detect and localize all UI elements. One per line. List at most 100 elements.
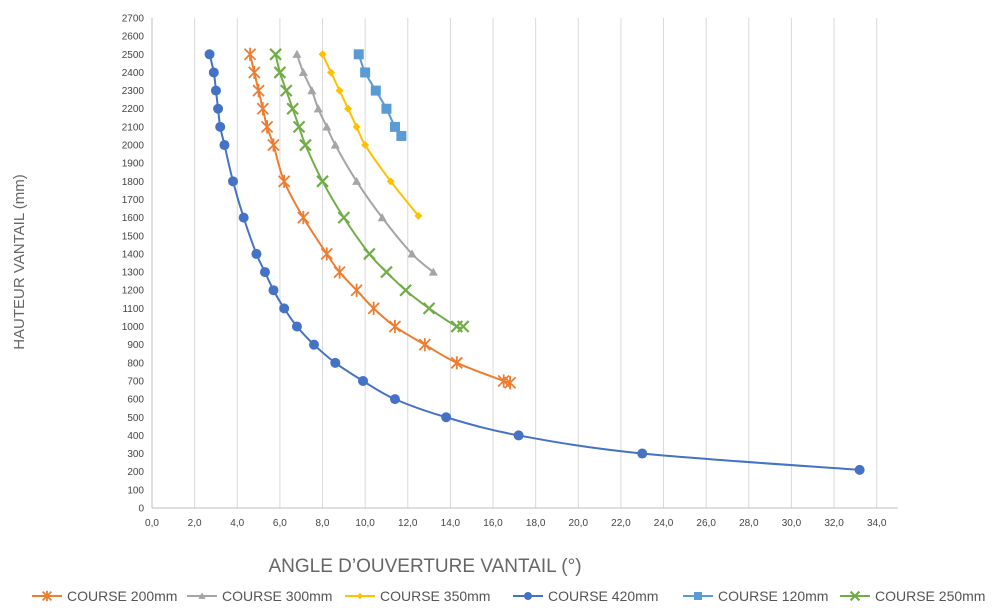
x-tick-label: 12,0 — [398, 518, 418, 529]
legend-label: COURSE 420mm — [548, 588, 658, 604]
legend-marker — [41, 590, 53, 602]
data-point — [337, 211, 351, 224]
legend-marker — [524, 592, 532, 600]
y-tick-label: 1500 — [122, 231, 145, 242]
data-point — [854, 464, 865, 475]
y-axis-title: HAUTEUR VANTAIL (mm) — [11, 174, 28, 350]
data-point — [456, 320, 470, 333]
x-tick-label: 32,0 — [824, 518, 844, 529]
x-tick-label: 4,0 — [230, 518, 244, 529]
x-tick-labels: 0,0 2,0 4,0 6,0 8,0 10,0 12,0 14,0 16,0 18,0 20,0 2… — [145, 518, 887, 529]
legend-item: COURSE 200mm — [32, 588, 177, 604]
grid-lines — [194, 18, 878, 508]
data-point — [637, 448, 648, 459]
data-point — [389, 394, 400, 405]
legend-item: COURSE 120mm — [683, 588, 828, 604]
data-point — [388, 319, 402, 334]
x-tick-label: 8,0 — [316, 518, 330, 529]
y-tick-label: 1600 — [122, 213, 145, 224]
x-tick-label: 2,0 — [188, 518, 202, 529]
data-point — [208, 67, 219, 78]
data-point — [327, 68, 336, 77]
axes — [151, 18, 898, 509]
data-point — [361, 141, 370, 150]
x-tick-label: 24,0 — [654, 518, 674, 529]
y-tick-label: 1800 — [122, 177, 145, 188]
x-tick-label: 22,0 — [611, 518, 631, 529]
data-point — [352, 122, 361, 131]
data-point — [210, 85, 221, 96]
data-point — [299, 138, 312, 152]
data-point — [418, 338, 431, 352]
y-tick-label: 2600 — [122, 32, 145, 43]
data-point — [307, 86, 317, 95]
data-point — [333, 265, 346, 279]
series-course-200mm — [243, 47, 517, 390]
legend-marker — [356, 592, 364, 600]
data-point — [248, 65, 261, 80]
y-tick-label: 1700 — [122, 195, 145, 206]
legend-label: COURSE 200mm — [67, 588, 177, 604]
data-point — [259, 267, 270, 278]
x-tick-label: 0,0 — [145, 518, 159, 529]
y-tick-labels: 0 100 200 300 400 500 600 700 800 900 1000 1100 1200… — [122, 14, 145, 515]
y-tick-label: 2000 — [122, 141, 145, 152]
data-point — [313, 104, 323, 113]
data-point — [280, 84, 293, 97]
legend-marker — [694, 592, 702, 600]
y-tick-label: 400 — [127, 431, 144, 442]
data-point — [450, 356, 463, 370]
x-tick-label: 6,0 — [273, 518, 287, 529]
series-course-420mm — [204, 49, 865, 475]
data-point — [414, 211, 423, 220]
series-course-250mm — [269, 48, 470, 333]
series-course-120mm — [353, 49, 407, 141]
data-point — [252, 83, 265, 98]
data-point — [243, 47, 257, 61]
y-tick-label: 500 — [127, 413, 144, 424]
y-tick-label: 600 — [127, 395, 144, 406]
x-tick-label: 16,0 — [483, 518, 503, 529]
legend-item: COURSE 250mm — [840, 588, 985, 604]
data-point — [269, 48, 282, 61]
y-tick-label: 0 — [138, 504, 144, 515]
data-point — [350, 283, 363, 297]
data-point — [396, 130, 407, 141]
data-point — [503, 376, 517, 390]
y-tick-label: 1900 — [122, 159, 145, 170]
data-point — [358, 375, 369, 386]
y-tick-label: 2200 — [122, 104, 145, 115]
data-point — [335, 86, 344, 95]
data-point — [292, 120, 306, 134]
legend-label: COURSE 350mm — [380, 588, 490, 604]
data-point — [227, 176, 238, 187]
data-point — [344, 104, 353, 113]
data-point — [386, 177, 395, 186]
y-tick-label: 900 — [127, 340, 144, 351]
y-tick-label: 200 — [127, 467, 144, 478]
y-tick-label: 2500 — [122, 50, 145, 61]
data-point — [308, 339, 319, 350]
data-point — [330, 140, 340, 149]
y-tick-label: 1000 — [122, 322, 145, 333]
series-line — [295, 53, 434, 273]
data-point — [353, 49, 364, 60]
data-point — [322, 122, 332, 131]
data-point — [367, 301, 380, 315]
data-point — [363, 247, 376, 261]
data-point — [381, 103, 392, 114]
data-point — [260, 120, 274, 134]
x-tick-label: 10,0 — [355, 518, 375, 529]
data-point — [320, 247, 333, 261]
legend-marker — [198, 592, 206, 599]
y-tick-label: 800 — [127, 358, 144, 369]
legend-label: COURSE 120mm — [718, 588, 828, 604]
data-point — [513, 430, 524, 441]
data-point — [318, 50, 327, 59]
data-point — [256, 102, 269, 116]
series-course-300mm — [292, 49, 438, 276]
data-point — [215, 121, 226, 132]
data-point — [316, 175, 329, 188]
